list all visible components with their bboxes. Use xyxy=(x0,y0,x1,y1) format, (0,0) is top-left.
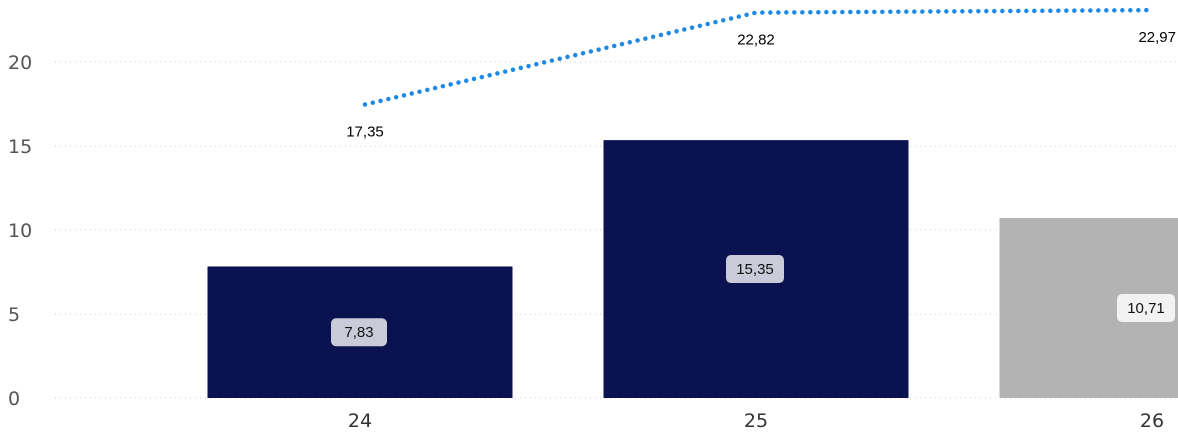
line-value-label: 22,97 xyxy=(1138,29,1176,46)
bar-value-badge xyxy=(726,255,784,284)
grid xyxy=(55,61,1178,399)
bar-value-badge xyxy=(331,318,387,347)
line-series xyxy=(362,7,1155,107)
line-value-label: 22,82 xyxy=(737,32,775,49)
bar-value-badge xyxy=(1117,294,1175,323)
y-tick-label: 0 xyxy=(8,388,20,410)
bar-value-text: 10,71 xyxy=(1127,300,1165,317)
x-tick-label: 24 xyxy=(348,410,372,432)
line-labels: 17,35 22,82 22,97 xyxy=(346,29,1176,140)
bar-value-text: 7,83 xyxy=(344,324,373,341)
y-tick-label: 10 xyxy=(8,220,32,242)
y-tick-label: 5 xyxy=(8,304,20,326)
bar-value-label: 7,83 xyxy=(331,318,387,347)
x-tick-label: 26 xyxy=(1140,410,1164,432)
line-value-label: 17,35 xyxy=(346,124,384,141)
y-tick-label: 15 xyxy=(8,136,32,158)
bars xyxy=(207,140,1178,398)
bar-value-label: 10,71 xyxy=(1117,294,1175,323)
line-path xyxy=(362,7,1155,107)
x-axis: 24 25 26 xyxy=(348,410,1164,432)
x-tick-label: 25 xyxy=(744,410,768,432)
bar-value-text: 15,35 xyxy=(736,261,774,278)
bar-value-label: 15,35 xyxy=(726,255,784,284)
y-tick-label: 20 xyxy=(8,52,32,74)
bar-labels: 7,83 15,35 10,71 xyxy=(331,255,1175,347)
y-axis: 0 5 10 15 20 xyxy=(8,52,32,410)
